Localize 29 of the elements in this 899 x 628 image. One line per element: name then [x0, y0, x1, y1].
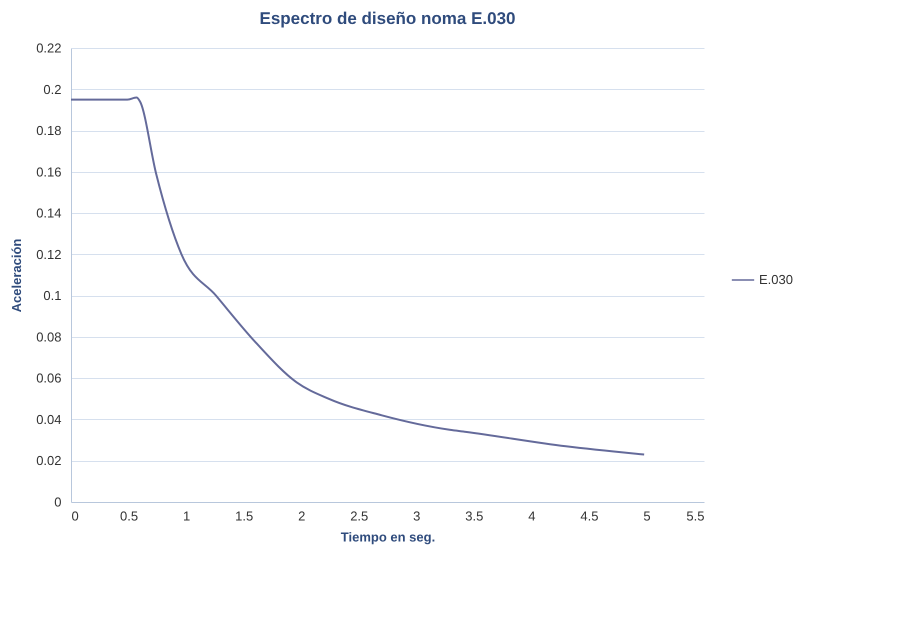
y-tick-label: 0.12	[36, 246, 62, 262]
y-axis-title: Aceleración	[9, 238, 24, 312]
y-tick-label: 0.2	[43, 82, 62, 97]
x-tick-label: 4.5	[580, 508, 598, 524]
x-tick-label: 0	[72, 508, 79, 524]
y-tick-label: 0.06	[36, 370, 62, 386]
x-tick-label: 5.5	[686, 508, 704, 524]
x-tick-label: 1.5	[235, 508, 254, 524]
chart-title: Espectro de diseño noma E.030	[259, 9, 516, 28]
y-tick-label: 0.14	[36, 206, 62, 221]
x-tick-label: 3	[413, 508, 420, 524]
y-tick-label: 0.08	[36, 329, 62, 344]
y-tick-label: 0.18	[36, 123, 62, 138]
x-tick-label: 2	[298, 508, 306, 524]
y-tick-label: 0	[54, 494, 62, 510]
y-tick-label: 0.22	[36, 40, 62, 56]
x-tick-label: 2.5	[350, 508, 368, 524]
y-tick-label: 0.1	[43, 288, 62, 304]
y-tick-label: 0.04	[36, 412, 62, 427]
y-tick-label: 0.16	[36, 164, 62, 180]
legend-label: E.030	[759, 272, 793, 287]
x-tick-label: 3.5	[465, 508, 484, 524]
x-axis-title: Tiempo en seg.	[340, 530, 436, 544]
line-series	[70, 96, 646, 456]
x-tick-label: 0.5	[120, 508, 138, 524]
x-tick-label: 5	[643, 508, 651, 524]
x-tick-label: 4	[528, 508, 536, 524]
y-tick-label: 0.02	[36, 453, 62, 468]
x-tick-label: 1	[182, 508, 190, 524]
